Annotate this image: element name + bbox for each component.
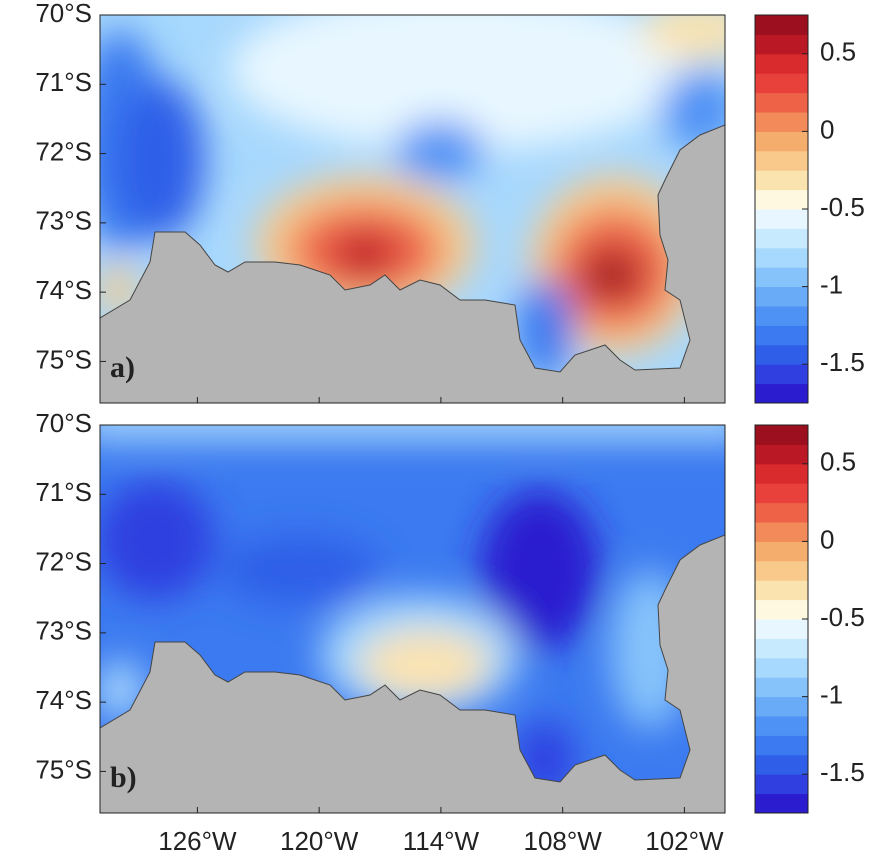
lat-tick-label: 75°S	[35, 754, 92, 784]
colorbar-band	[755, 774, 808, 795]
colorbar-band	[755, 209, 808, 229]
colorbar-band	[755, 383, 808, 404]
colorbar-band	[755, 267, 808, 288]
colorbar-band	[755, 73, 808, 94]
lat-tick-label: 72°S	[35, 136, 92, 166]
colorbar-band	[755, 112, 808, 132]
colorbar-band	[755, 364, 808, 385]
lon-tick-label: 102°W	[645, 826, 724, 856]
lon-tick-label: 120°W	[280, 826, 359, 856]
colorbar-band	[755, 15, 808, 35]
colorbar-tick-label: 0	[820, 114, 834, 144]
colorbar-band	[755, 150, 808, 171]
colorbar-band	[755, 735, 808, 756]
lat-tick-label: 73°S	[35, 206, 92, 236]
colorbar-band	[755, 189, 808, 210]
lat-tick-label: 74°S	[35, 685, 92, 715]
colorbar-band	[755, 541, 808, 562]
colorbar-band	[755, 306, 808, 326]
lat-tick-label: 75°S	[35, 344, 92, 374]
colorbar-band	[755, 131, 808, 152]
colorbar-band	[755, 793, 808, 814]
colorbar-band	[755, 344, 808, 365]
colorbar-tick-label: 0.5	[820, 37, 856, 67]
lat-tick-label: 73°S	[35, 616, 92, 646]
colorbar-band	[755, 325, 808, 346]
colorbar-band	[755, 696, 808, 717]
colorbar-tick-label: 0.5	[820, 447, 856, 477]
colorbar-tick-label: 0	[820, 524, 834, 554]
colorbar-band	[755, 677, 808, 698]
lat-tick-label: 72°S	[35, 546, 92, 576]
lat-tick-label: 70°S	[35, 408, 92, 438]
colorbar-band	[755, 657, 808, 678]
colorbar-band	[755, 228, 808, 249]
lon-tick-label: 126°W	[158, 826, 237, 856]
colorbar-band	[755, 53, 808, 74]
frame-a	[99, 14, 726, 404]
colorbar-tick-label: -1	[820, 679, 843, 709]
frame-b	[99, 424, 726, 814]
colorbar-band	[755, 502, 808, 523]
colorbar-band	[755, 619, 808, 639]
colorbar-tick-label: -1.5	[820, 347, 865, 377]
colorbar-band	[755, 483, 808, 504]
colorbar-band	[755, 170, 808, 191]
colorbar-band	[755, 286, 808, 307]
colorbar-band	[755, 522, 808, 542]
field-b	[100, 425, 725, 813]
colorbar-band	[755, 638, 808, 659]
colorbar-band	[755, 716, 808, 736]
lon-tick-label: 108°W	[523, 826, 602, 856]
colorbar-band	[755, 34, 808, 55]
panel-label: b)	[110, 761, 137, 794]
lat-tick-label: 70°S	[35, 0, 92, 28]
colorbar-band	[755, 599, 808, 620]
lat-tick-label: 71°S	[35, 477, 92, 507]
colorbar-band	[755, 444, 808, 465]
colorbar-tick-label: -1.5	[820, 757, 865, 787]
lat-tick-label: 74°S	[35, 275, 92, 305]
colorbar-band	[755, 463, 808, 484]
colorbar-tick-label: -0.5	[820, 602, 865, 632]
lon-tick-label: 114°W	[403, 826, 480, 856]
colorbar-band	[755, 560, 808, 581]
colorbar-band	[755, 754, 808, 775]
lat-tick-label: 71°S	[35, 67, 92, 97]
field-a	[100, 15, 725, 403]
colorbar-band	[755, 580, 808, 601]
panel-label: a)	[110, 351, 135, 384]
colorbar-band	[755, 92, 808, 113]
colorbar-band	[755, 425, 808, 445]
colorbar-band	[755, 247, 808, 268]
colorbar-tick-label: -0.5	[820, 192, 865, 222]
colorbar-tick-label: -1	[820, 269, 843, 299]
